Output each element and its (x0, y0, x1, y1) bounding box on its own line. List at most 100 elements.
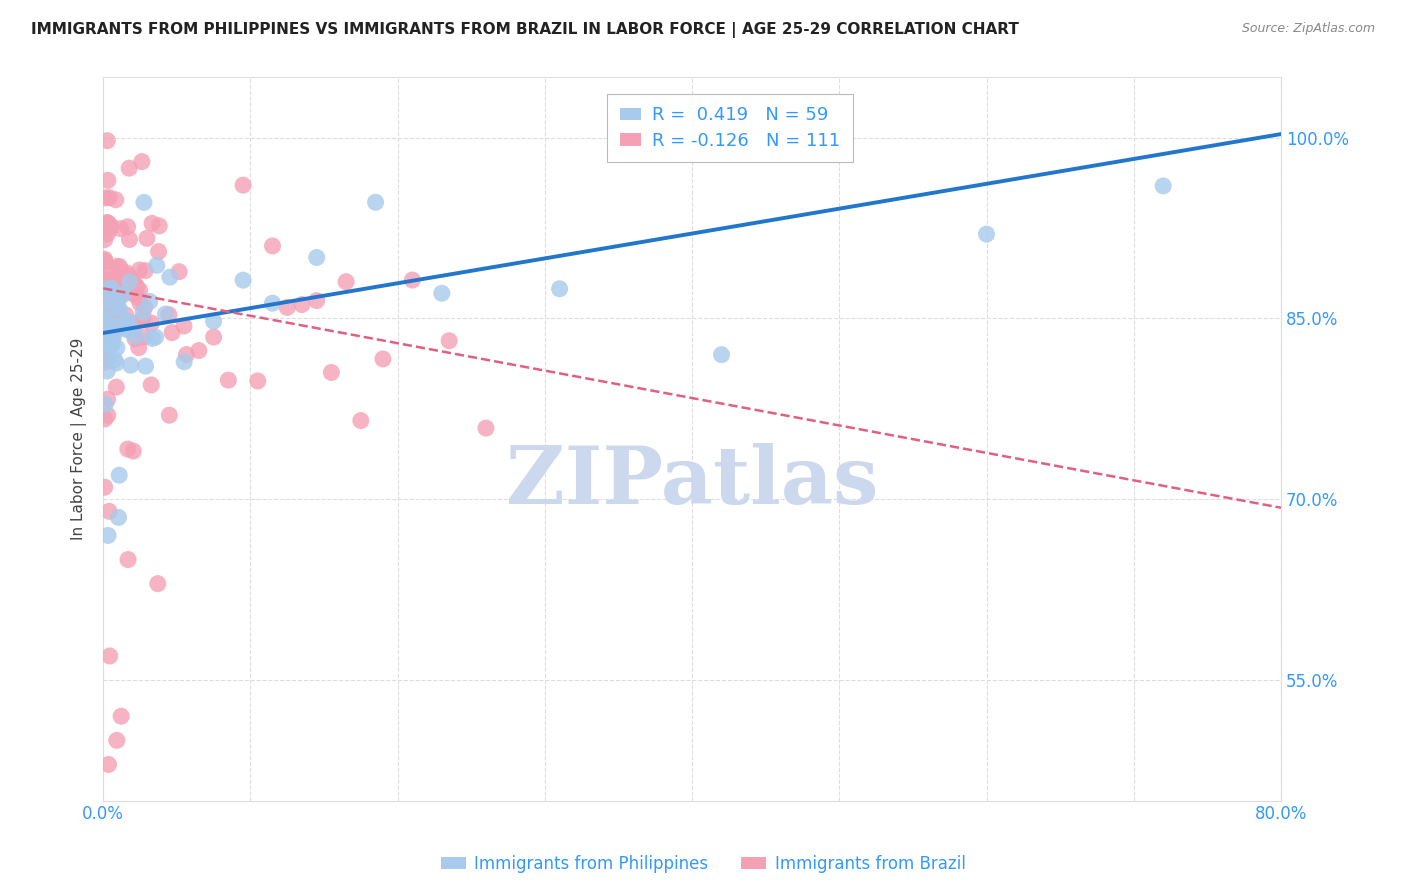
Point (93, 233, 115, 247)
Point (114, 308, 136, 322)
Point (100, 219, 122, 233)
Point (97, 272, 120, 286)
Point (155, 307, 177, 321)
Point (112, 287, 135, 301)
Point (187, 343, 209, 358)
Point (105, 356, 128, 370)
Point (350, 413, 373, 427)
Point (103, 352, 125, 367)
Point (93, 335, 115, 350)
Point (93, 315, 115, 329)
Point (111, 287, 134, 301)
Text: IMMIGRANTS FROM PHILIPPINES VS IMMIGRANTS FROM BRAZIL IN LABOR FORCE | AGE 25-29: IMMIGRANTS FROM PHILIPPINES VS IMMIGRANT… (31, 22, 1019, 38)
Point (118, 323, 141, 337)
Point (124, 316, 146, 330)
Point (173, 355, 195, 369)
Point (131, 154, 153, 169)
Point (108, 283, 131, 297)
Point (128, 263, 150, 277)
Point (97, 173, 120, 187)
Point (97, 351, 120, 365)
Point (108, 468, 131, 483)
Point (114, 313, 136, 327)
Point (120, 358, 142, 372)
Point (132, 330, 155, 344)
Point (96, 280, 118, 294)
Point (141, 377, 163, 392)
Point (98, 504, 121, 518)
Point (145, 330, 167, 344)
Point (101, 291, 124, 305)
Point (105, 341, 128, 355)
Point (108, 301, 131, 316)
Point (103, 283, 125, 297)
Point (122, 274, 145, 288)
Point (232, 178, 254, 193)
Point (548, 282, 571, 296)
Point (100, 281, 122, 295)
Point (100, 337, 122, 351)
Point (107, 293, 129, 308)
Point (145, 259, 167, 273)
Point (97, 216, 120, 230)
Point (437, 334, 460, 348)
Point (94, 324, 117, 338)
Point (96, 215, 118, 229)
Point (321, 366, 343, 380)
Point (167, 265, 190, 279)
Point (98, 221, 121, 235)
Point (173, 318, 195, 333)
Point (97, 227, 120, 241)
Point (335, 275, 357, 289)
Point (246, 374, 269, 388)
Point (98, 299, 121, 313)
Point (93, 335, 115, 350)
Point (132, 305, 155, 319)
Point (96, 263, 118, 277)
Point (96, 134, 118, 148)
Point (430, 286, 453, 301)
Point (157, 308, 180, 322)
Point (134, 263, 156, 277)
Point (97, 313, 120, 327)
Point (1152, 178, 1174, 193)
Point (475, 421, 498, 435)
Point (93, 252, 115, 267)
Point (104, 305, 127, 319)
Point (105, 300, 128, 314)
Point (100, 283, 122, 297)
Point (124, 332, 146, 346)
Point (364, 195, 387, 210)
Point (97, 303, 120, 318)
Point (93, 255, 115, 269)
Point (121, 286, 143, 301)
Point (97, 314, 120, 328)
Point (94, 412, 117, 426)
Point (262, 296, 284, 310)
Point (98, 321, 121, 335)
Point (96, 316, 118, 330)
Point (132, 311, 155, 326)
Point (127, 290, 149, 304)
Point (232, 273, 254, 287)
Point (115, 266, 138, 280)
Point (103, 328, 125, 343)
Point (141, 216, 163, 230)
Point (93, 218, 115, 232)
Point (132, 195, 155, 210)
Point (117, 219, 139, 234)
Legend: R =  0.419   N = 59, R = -0.126   N = 111: R = 0.419 N = 59, R = -0.126 N = 111 (607, 94, 853, 162)
Point (94, 191, 117, 205)
Point (176, 347, 198, 361)
Point (118, 268, 141, 283)
Point (104, 278, 127, 293)
Point (291, 297, 314, 311)
Point (94, 397, 117, 411)
Point (97, 326, 120, 341)
Point (128, 341, 150, 355)
Point (117, 552, 139, 566)
Point (97, 409, 120, 423)
Point (141, 331, 163, 345)
Point (125, 329, 148, 343)
Point (371, 351, 394, 366)
